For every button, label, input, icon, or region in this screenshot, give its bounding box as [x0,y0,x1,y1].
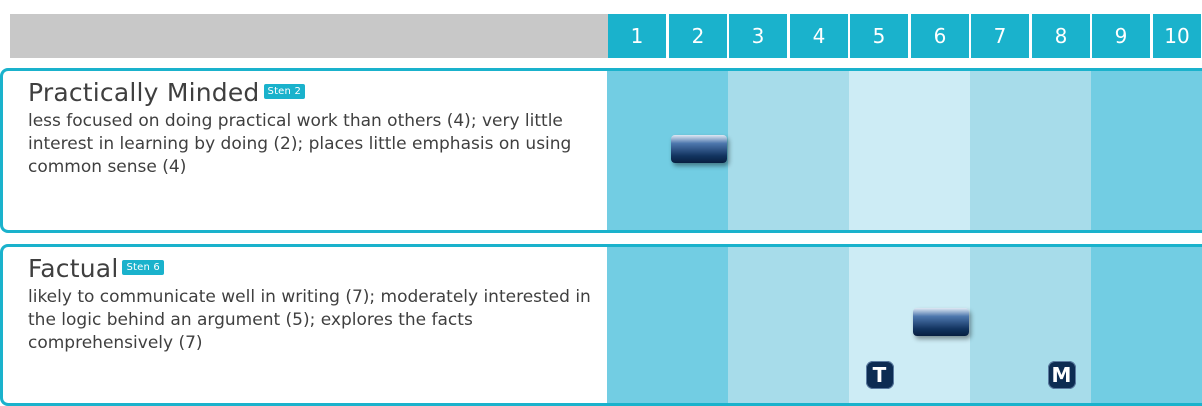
scale-description: likely to communicate well in writing (7… [28,287,591,353]
sten-band-9-10 [1091,244,1202,406]
scale-description: less focused on doing practical work tha… [28,111,572,177]
sten-band-3-4 [728,68,850,233]
sten-badge: Sten 2 [263,83,306,99]
sten-header-5: 5 [850,14,908,58]
sten-header-3: 3 [729,14,787,58]
sten-header-7: 7 [971,14,1029,58]
comparison-badge-t: T [865,361,894,389]
scale-row-practically-minded: Practically Minded Sten 2 less focused on… [0,68,1202,233]
scale-info: Factual Sten 6 likely to communicate well… [28,254,598,355]
scale-row-factual: Factual Sten 6 likely to communicate well… [0,244,1202,406]
sten-header-10: 10 [1153,14,1201,58]
scale-info: Practically Minded Sten 2 less focused on… [28,78,598,179]
score-marker [912,308,969,336]
sten-header-9: 9 [1092,14,1150,58]
sten-band-7-8 [970,68,1092,233]
sten-header-4: 4 [790,14,848,58]
sten-header-2: 2 [669,14,727,58]
score-marker [670,135,727,163]
scale-title-text: Practically Minded [28,78,260,107]
sten-band-5-6 [849,68,971,233]
sten-badge: Sten 6 [122,259,164,275]
sten-header-8: 8 [1032,14,1090,58]
scale-title-text: Factual [28,254,119,283]
sten-header-6: 6 [911,14,969,58]
scale-title: Factual Sten 6 [28,254,598,283]
sten-band-9-10 [1091,68,1202,233]
sten-band-3-4 [728,244,850,406]
sten-header-1: 1 [608,14,666,58]
sten-band-1-2 [607,244,729,406]
comparison-badge-m: M [1047,361,1076,389]
scale-title: Practically Minded Sten 2 [28,78,598,107]
row-border [0,68,1202,233]
header-bar [10,14,608,58]
